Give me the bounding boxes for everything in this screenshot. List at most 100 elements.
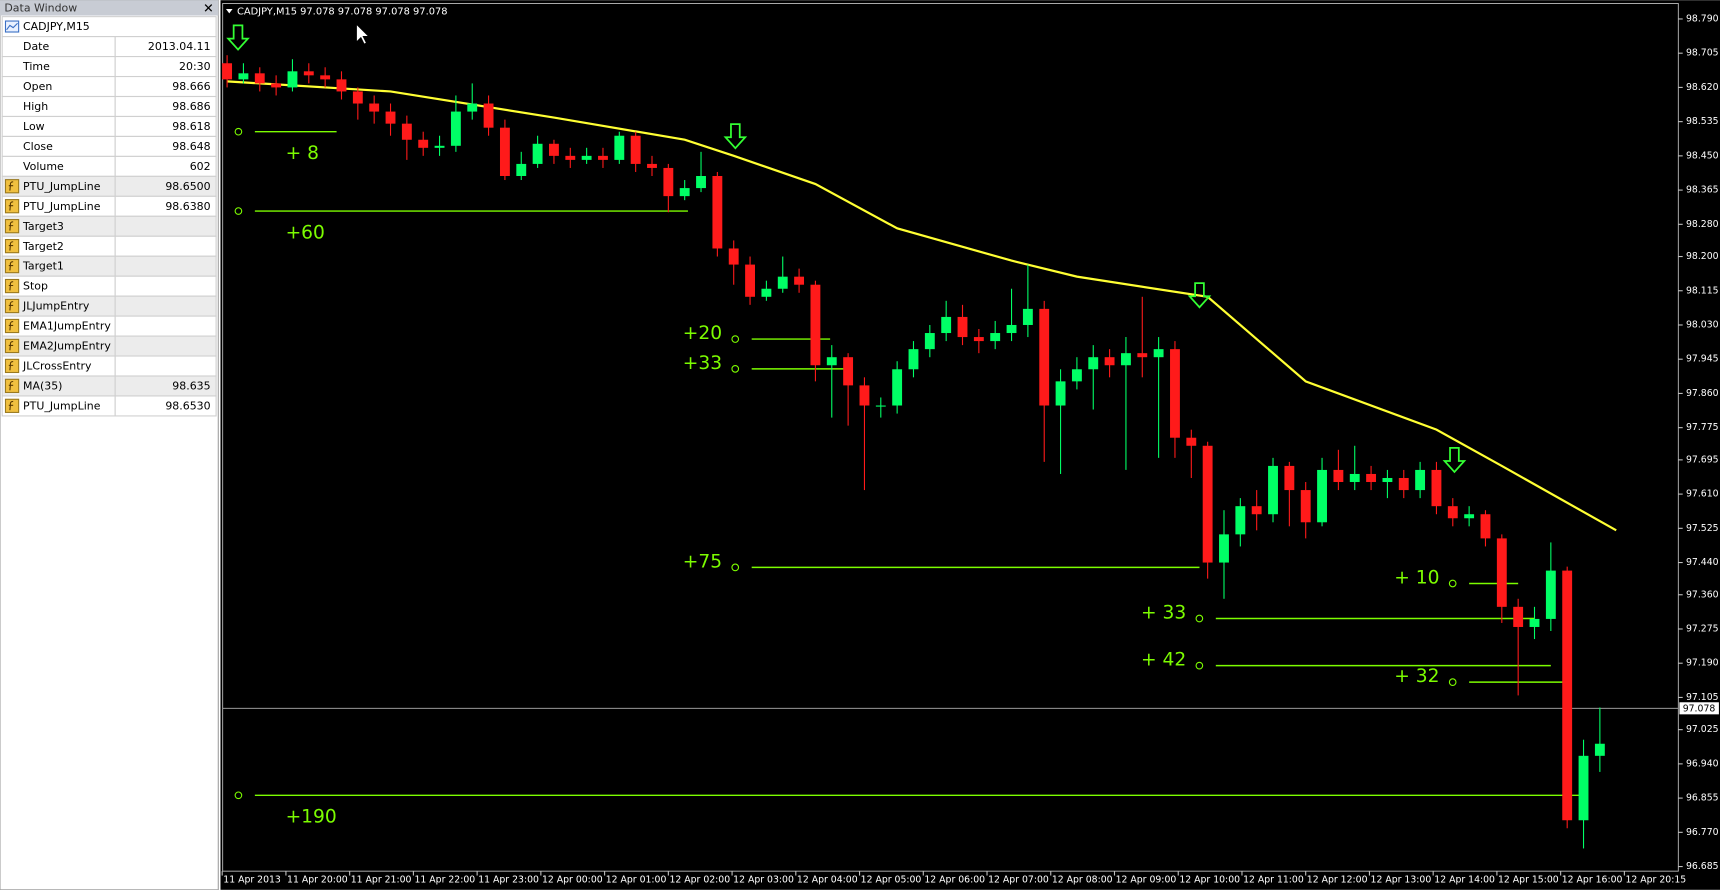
row-value-cell	[114, 235, 217, 257]
row-value-cell	[114, 275, 217, 297]
candle-body	[1120, 353, 1131, 366]
y-tick-label: 97.440	[1686, 557, 1719, 568]
candle-body	[1039, 308, 1050, 406]
row-label: PTU_JumpLine	[23, 399, 101, 412]
candle-body	[1202, 445, 1213, 563]
row-value-cell	[114, 315, 217, 337]
row-value-cell	[114, 295, 217, 317]
target-marker	[731, 563, 740, 572]
candle-body	[777, 276, 788, 289]
y-tick-label: 97.105	[1686, 692, 1719, 703]
indicator-icon-glyph	[8, 201, 14, 211]
candle-body	[1529, 618, 1540, 627]
y-tick-label: 98.535	[1686, 116, 1719, 127]
data-window: Data Window CADJPY,M15 Date 2013.04.11 Time…	[0, 0, 219, 890]
y-tick-label: 97.860	[1686, 388, 1719, 399]
candle-body	[1284, 465, 1295, 491]
y-tick-label: 98.790	[1686, 13, 1719, 24]
candle-body	[1235, 506, 1246, 535]
candle-body	[1513, 606, 1524, 627]
row-label: MA(35)	[23, 380, 62, 393]
target-label: +75	[683, 551, 722, 572]
y-tick-label: 97.525	[1686, 523, 1719, 534]
x-tick-label: 12 Apr 03:00	[733, 874, 794, 885]
candle-body	[1071, 369, 1082, 382]
row-label: EMA2JumpEntry	[23, 340, 111, 353]
target-label: +33	[683, 353, 722, 374]
candle-body	[352, 91, 363, 104]
row-label: Target3	[22, 220, 64, 233]
row-label: Volume	[23, 160, 64, 173]
x-tick-label: 12 Apr 05:00	[861, 874, 922, 885]
candle-body	[1006, 324, 1017, 334]
x-tick-label: 12 Apr 20:15	[1625, 874, 1686, 885]
y-tick-label: 98.705	[1686, 48, 1719, 59]
row-value-cell	[114, 335, 217, 357]
candle-body	[941, 316, 952, 334]
candle-body	[499, 127, 510, 176]
target-marker	[234, 791, 243, 800]
candle-body	[483, 103, 494, 128]
symbol: CADJPY,M15	[23, 20, 90, 33]
x-tick-label: 12 Apr 11:00	[1243, 874, 1304, 885]
candle-body	[892, 369, 903, 406]
row-label: Time	[22, 60, 50, 73]
candle-body	[1153, 349, 1164, 358]
x-tick-label: 12 Apr 07:00	[988, 874, 1049, 885]
row-value: 98.618	[172, 120, 210, 133]
row-value: 98.635	[172, 380, 210, 393]
row-value-cell	[114, 395, 217, 417]
candle-body	[859, 385, 870, 406]
candle-body	[1431, 469, 1442, 507]
x-tick-label: 12 Apr 13:00	[1371, 874, 1432, 885]
sell-arrow	[1187, 282, 1212, 309]
y-tick-label: 97.945	[1686, 354, 1719, 365]
row-label: Target1	[22, 260, 64, 273]
chart-icon-line	[6, 22, 18, 31]
row-label-cell	[1, 75, 116, 98]
mouse-cursor	[356, 23, 370, 45]
candle-body	[647, 163, 657, 168]
row-value: 98.6530	[165, 399, 210, 412]
sell-arrow	[723, 123, 748, 150]
indicator-icon-glyph	[8, 221, 14, 231]
row-label: JLCrossEntry	[22, 360, 92, 373]
candle-body	[1382, 477, 1393, 483]
candle-body	[369, 103, 380, 112]
candle-body	[598, 155, 608, 160]
candle-body	[761, 288, 772, 297]
indicator-icon-glyph	[8, 281, 14, 291]
y-tick-label: 98.115	[1686, 285, 1719, 296]
y-tick-label: 97.360	[1686, 589, 1719, 600]
candle-body	[712, 175, 723, 249]
row-value: 98.6380	[165, 200, 210, 213]
close-button[interactable]	[204, 4, 213, 12]
row-label-cell	[1, 95, 116, 118]
candle-body	[532, 143, 543, 164]
candle-body	[875, 405, 886, 407]
candle-body	[1545, 570, 1556, 619]
y-tick-label: 98.365	[1686, 185, 1719, 196]
x-tick-label: 12 Apr 15:00	[1498, 874, 1559, 885]
x-tick-label: 11 Apr 21:00	[351, 874, 412, 885]
row-value: 2013.04.11	[148, 40, 211, 53]
candle-body	[1300, 490, 1311, 523]
candle-body	[254, 73, 265, 84]
row-label: Stop	[23, 280, 48, 293]
candle-body	[401, 123, 412, 140]
candle-body	[908, 349, 919, 370]
target-marker	[1195, 614, 1204, 623]
y-tick-label: 97.025	[1686, 724, 1719, 735]
candle-body	[924, 333, 935, 350]
candle-body	[1317, 469, 1327, 523]
candle-body	[1578, 755, 1589, 821]
candle-body	[957, 316, 968, 338]
row-value-cell	[114, 255, 217, 277]
x-tick-label: 11 Apr 20:00	[287, 874, 348, 885]
row-value: 98.666	[172, 80, 210, 93]
row-label-cell	[1, 56, 116, 78]
target-marker	[234, 127, 243, 136]
row-value: 20:30	[179, 60, 211, 73]
